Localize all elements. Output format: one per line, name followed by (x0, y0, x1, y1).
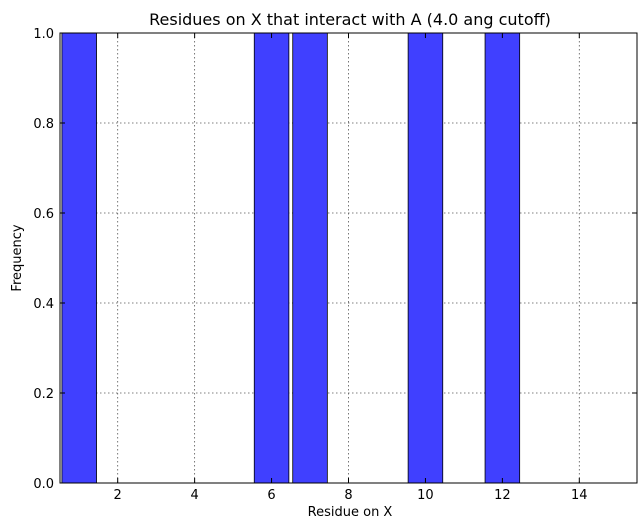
bar (61, 32, 97, 484)
y-tick-label: 0.8 (33, 117, 54, 132)
y-tick-label: 0.2 (33, 387, 54, 402)
chart-title: Residues on X that interact with A (4.0 … (149, 10, 551, 29)
bar (253, 32, 290, 484)
x-tick-label: 10 (417, 488, 434, 503)
bar (407, 32, 444, 484)
grid-lines (60, 32, 637, 484)
x-axis-ticks: 2 4 6 8 10 12 14 (114, 33, 588, 503)
x-tick-label: 12 (494, 488, 511, 503)
bar (292, 32, 328, 484)
y-axis-ticks: 0.0 0.2 0.4 0.6 0.8 1.0 (33, 27, 637, 492)
y-tick-label: 1.0 (33, 27, 54, 42)
x-tick-label: 8 (344, 488, 352, 503)
bars (61, 32, 521, 484)
x-tick-label: 14 (571, 488, 588, 503)
bar (484, 32, 521, 484)
y-tick-label: 0.4 (33, 297, 54, 312)
x-tick-label: 6 (267, 488, 275, 503)
x-tick-label: 2 (114, 488, 122, 503)
y-tick-label: 0.0 (33, 477, 54, 492)
x-axis-label: Residue on X (308, 505, 393, 520)
y-tick-label: 0.6 (33, 207, 54, 222)
x-tick-label: 4 (190, 488, 198, 503)
y-axis-label: Frequency (10, 224, 25, 291)
